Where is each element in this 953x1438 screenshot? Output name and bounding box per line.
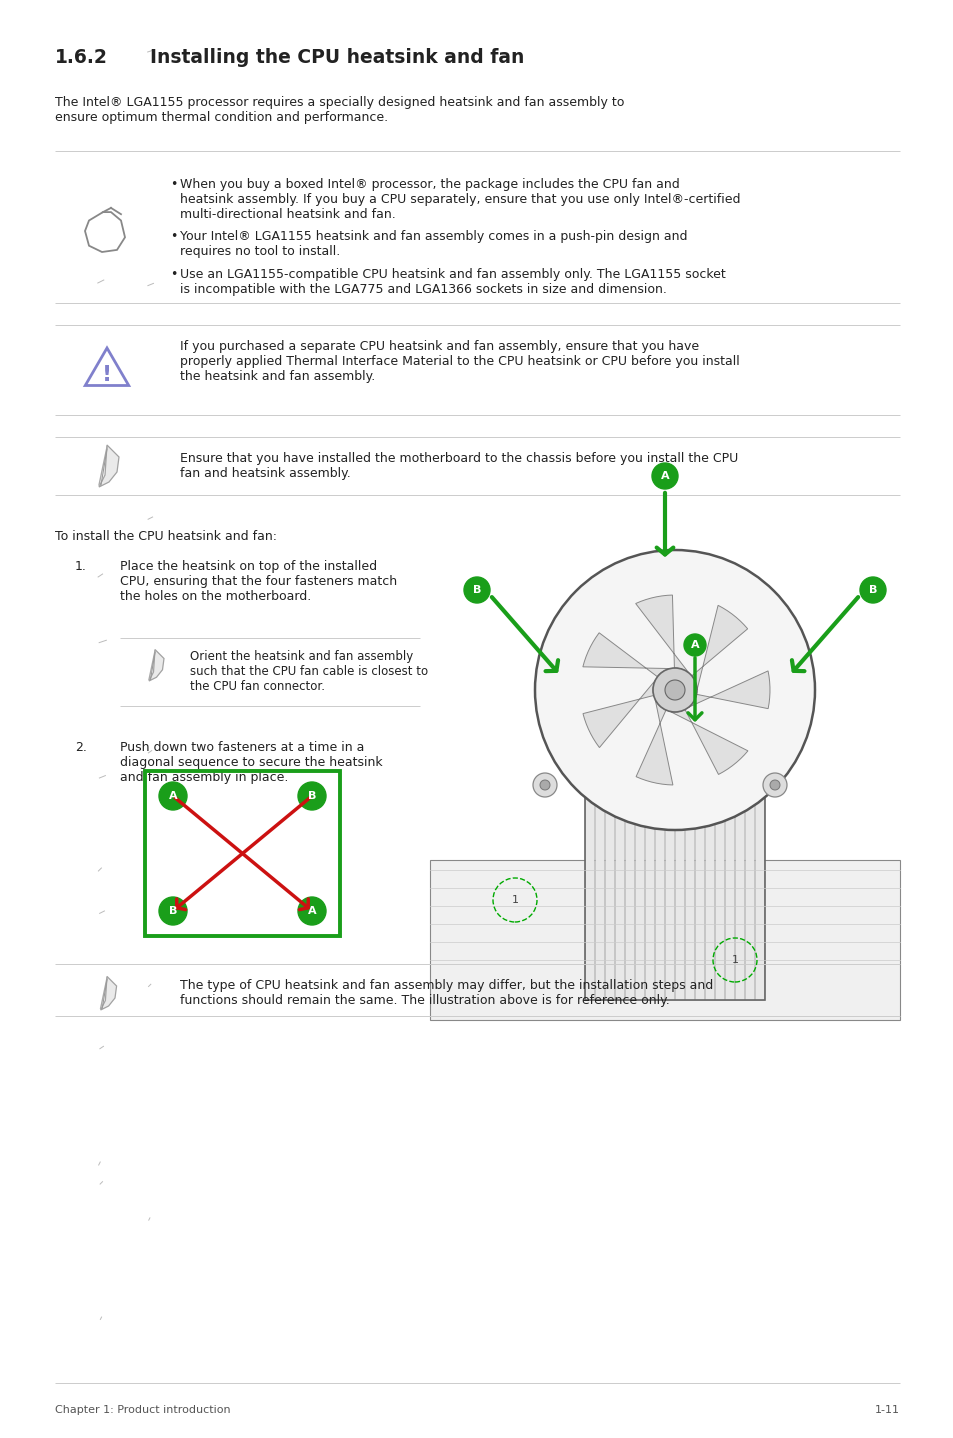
Bar	[695, 769, 703, 999]
Text: The Intel® LGA1155 processor requires a specially designed heatsink and fan asse: The Intel® LGA1155 processor requires a …	[55, 96, 623, 124]
Bar	[145, 771, 339, 936]
Circle shape	[664, 680, 684, 700]
Circle shape	[651, 463, 678, 489]
Text: Your Intel® LGA1155 heatsink and fan assembly comes in a push-pin design and
req: Your Intel® LGA1155 heatsink and fan ass…	[180, 230, 687, 257]
Circle shape	[463, 577, 490, 603]
Circle shape	[533, 774, 557, 797]
Bar	[734, 769, 743, 999]
Polygon shape	[636, 699, 672, 785]
Bar	[714, 769, 723, 999]
Bar	[635, 769, 643, 999]
Text: •: •	[170, 230, 177, 243]
Text: 1.6.2: 1.6.2	[55, 47, 108, 68]
Text: B: B	[868, 585, 876, 595]
Text: B: B	[308, 791, 315, 801]
Text: •: •	[170, 178, 177, 191]
Text: 1.: 1.	[75, 559, 87, 572]
Bar	[664, 769, 673, 999]
Polygon shape	[635, 595, 688, 673]
Text: If you purchased a separate CPU heatsink and fan assembly, ensure that you have
: If you purchased a separate CPU heatsink…	[180, 339, 739, 383]
Bar	[684, 769, 693, 999]
Bar	[675, 769, 683, 999]
Bar	[744, 769, 753, 999]
Polygon shape	[691, 605, 747, 690]
Bar	[584, 769, 594, 999]
Polygon shape	[582, 633, 669, 677]
Polygon shape	[99, 444, 119, 487]
Bar	[754, 769, 763, 999]
Text: 1: 1	[511, 894, 518, 905]
Circle shape	[159, 782, 187, 810]
Circle shape	[297, 897, 326, 925]
Text: A: A	[690, 640, 699, 650]
Text: Chapter 1: Product introduction: Chapter 1: Product introduction	[55, 1405, 231, 1415]
Circle shape	[683, 634, 705, 656]
Polygon shape	[669, 709, 747, 775]
Text: A: A	[660, 472, 669, 480]
Circle shape	[769, 779, 780, 789]
Polygon shape	[149, 650, 164, 682]
Polygon shape	[688, 672, 769, 709]
Text: 2.: 2.	[75, 741, 87, 754]
Polygon shape	[100, 976, 116, 1009]
Bar	[595, 769, 603, 999]
Bar	[584, 769, 764, 999]
Text: !: !	[102, 365, 112, 385]
Bar	[655, 769, 663, 999]
Text: Push down two fasteners at a time in a
diagonal sequence to secure the heatsink
: Push down two fasteners at a time in a d…	[120, 741, 382, 784]
Text: A: A	[169, 791, 177, 801]
Circle shape	[535, 549, 814, 830]
Text: B: B	[169, 906, 177, 916]
Text: B: B	[473, 585, 480, 595]
Circle shape	[762, 774, 786, 797]
Bar	[604, 769, 614, 999]
Text: •: •	[170, 267, 177, 280]
Text: To install the CPU heatsink and fan:: To install the CPU heatsink and fan:	[55, 531, 276, 544]
Circle shape	[297, 782, 326, 810]
Bar	[644, 769, 654, 999]
Bar	[724, 769, 733, 999]
Text: 1: 1	[731, 955, 738, 965]
Circle shape	[652, 669, 697, 712]
Bar	[615, 769, 623, 999]
Text: Orient the heatsink and fan assembly
such that the CPU fan cable is closest to
t: Orient the heatsink and fan assembly suc…	[190, 650, 428, 693]
Bar	[704, 769, 713, 999]
Text: The type of CPU heatsink and fan assembly may differ, but the installation steps: The type of CPU heatsink and fan assembl…	[180, 979, 713, 1007]
Text: Ensure that you have installed the motherboard to the chassis before you install: Ensure that you have installed the mothe…	[180, 452, 738, 480]
Bar	[624, 769, 634, 999]
Text: When you buy a boxed Intel® processor, the package includes the CPU fan and
heat: When you buy a boxed Intel® processor, t…	[180, 178, 740, 221]
Text: A: A	[308, 906, 316, 916]
Text: Installing the CPU heatsink and fan: Installing the CPU heatsink and fan	[150, 47, 524, 68]
Text: Place the heatsink on top of the installed
CPU, ensuring that the four fasteners: Place the heatsink on top of the install…	[120, 559, 396, 603]
Circle shape	[859, 577, 885, 603]
Circle shape	[159, 897, 187, 925]
Text: Use an LGA1155-compatible CPU heatsink and fan assembly only. The LGA1155 socket: Use an LGA1155-compatible CPU heatsink a…	[180, 267, 725, 296]
Polygon shape	[582, 680, 655, 748]
Text: 1-11: 1-11	[874, 1405, 899, 1415]
Polygon shape	[430, 860, 899, 1020]
Circle shape	[539, 779, 550, 789]
